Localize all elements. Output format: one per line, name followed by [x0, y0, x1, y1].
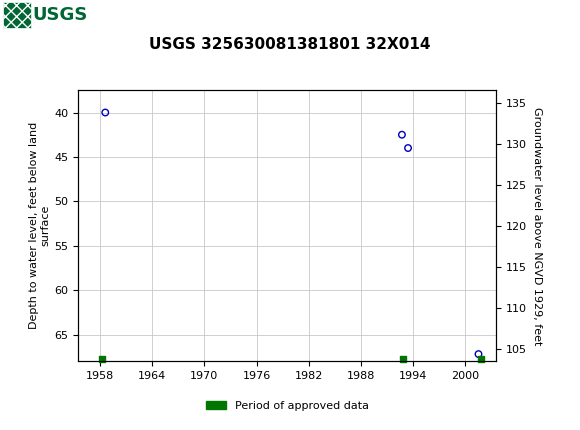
Y-axis label: Depth to water level, feet below land
surface: Depth to water level, feet below land su…	[28, 122, 50, 329]
Text: USGS: USGS	[32, 6, 88, 25]
Point	[101, 109, 110, 116]
Point	[397, 131, 407, 138]
Point	[398, 355, 408, 362]
Bar	[3, 3, 61, 28]
Y-axis label: Groundwater level above NGVD 1929, feet: Groundwater level above NGVD 1929, feet	[532, 107, 542, 345]
Point	[97, 355, 107, 362]
Point	[474, 350, 483, 357]
Text: USGS 325630081381801 32X014: USGS 325630081381801 32X014	[149, 37, 431, 52]
Bar	[3, 3, 31, 28]
Point	[404, 144, 413, 151]
Point	[477, 355, 486, 362]
Legend: Period of approved data: Period of approved data	[201, 396, 373, 415]
